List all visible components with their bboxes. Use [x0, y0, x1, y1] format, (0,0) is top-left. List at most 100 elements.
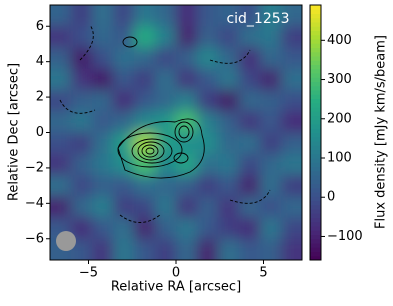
- cell: [92, 153, 114, 176]
- x-tick-label: −5: [79, 266, 98, 281]
- cell: [260, 132, 282, 155]
- cell: [176, 132, 198, 155]
- cell: [239, 132, 261, 155]
- colorbar-step: [310, 179, 321, 184]
- cell: [92, 90, 114, 112]
- cell: [92, 68, 114, 91]
- cell: [113, 5, 135, 27]
- colorbar-step: [310, 34, 321, 40]
- colorbar-step: [310, 68, 321, 74]
- y-tick-label: 6: [36, 19, 44, 34]
- cell: [71, 90, 93, 112]
- cell: [281, 175, 302, 197]
- colorbar-tick-label: 0: [327, 190, 335, 205]
- colorbar-step: [310, 98, 321, 104]
- cell: [239, 26, 261, 48]
- colorbar-step: [310, 187, 321, 193]
- colorbar-step: [310, 115, 321, 121]
- cell: [113, 196, 135, 218]
- cell: [134, 153, 156, 176]
- cell: [134, 111, 156, 133]
- cell: [134, 90, 156, 112]
- colorbar-tick-label: 100: [327, 151, 352, 166]
- cell: [113, 26, 135, 48]
- cell: [113, 68, 135, 91]
- colorbar-step: [310, 196, 321, 201]
- colorbar-step: [310, 145, 321, 150]
- cell: [176, 153, 198, 176]
- cell: [218, 175, 240, 197]
- cell: [50, 26, 72, 48]
- cell: [260, 153, 282, 176]
- colorbar-step: [310, 170, 321, 176]
- cell: [218, 26, 240, 48]
- x-tick-label: 0: [172, 266, 180, 281]
- cell: [50, 5, 72, 27]
- cell: [260, 5, 282, 27]
- cell: [218, 132, 240, 155]
- cell: [71, 196, 93, 218]
- cell: [113, 175, 135, 197]
- cell: [71, 5, 93, 27]
- cell: [92, 5, 114, 27]
- cell: [260, 217, 282, 240]
- cell: [239, 238, 261, 260]
- cell: [260, 26, 282, 48]
- colorbar-step: [310, 132, 321, 138]
- y-tick-label: −4: [25, 196, 44, 211]
- colorbar-step: [310, 77, 321, 82]
- cell: [155, 196, 177, 218]
- cell: [134, 47, 156, 70]
- colorbar-step: [310, 136, 321, 142]
- colorbar-step: [310, 251, 321, 257]
- cell: [239, 153, 261, 176]
- colorbar-step: [310, 166, 321, 172]
- colorbar-step: [310, 234, 321, 240]
- colorbar-step: [310, 226, 321, 231]
- cell: [134, 26, 156, 48]
- colorbar-step: [310, 209, 321, 214]
- colorbar-frame: [309, 4, 322, 261]
- cell: [281, 111, 302, 133]
- cell: [197, 111, 219, 133]
- cell: [176, 175, 198, 197]
- cell: [281, 68, 302, 91]
- colorbar-step: [310, 183, 321, 189]
- cell: [134, 217, 156, 240]
- cell: [71, 238, 93, 260]
- cell: [155, 238, 177, 260]
- cell: [239, 196, 261, 218]
- cell: [71, 26, 93, 48]
- cell: [176, 217, 198, 240]
- colorbar-step: [310, 217, 321, 223]
- cell: [218, 111, 240, 133]
- colorbar-step: [310, 204, 321, 210]
- y-tick-label: 2: [36, 90, 44, 105]
- colorbar-tick-label: 300: [327, 72, 352, 87]
- colorbar-step: [310, 230, 321, 235]
- cell: [50, 196, 72, 218]
- colorbar: [310, 5, 321, 261]
- colorbar-step: [310, 128, 321, 133]
- colorbar-tick-label: 400: [327, 33, 352, 48]
- cell: [239, 175, 261, 197]
- cell: [155, 47, 177, 70]
- colorbar-step: [310, 60, 321, 65]
- cell: [92, 111, 114, 133]
- cell: [113, 90, 135, 112]
- cell: [50, 132, 72, 155]
- cell: [155, 111, 177, 133]
- cell: [176, 5, 198, 27]
- cell: [218, 90, 240, 112]
- cell: [92, 217, 114, 240]
- colorbar-step: [310, 13, 321, 19]
- colorbar-step: [310, 73, 321, 78]
- colorbar-step: [310, 47, 321, 53]
- colorbar-step: [310, 149, 321, 155]
- cell: [155, 90, 177, 112]
- colorbar-step: [310, 238, 321, 244]
- cell: [218, 217, 240, 240]
- cell: [260, 111, 282, 133]
- cell: [176, 238, 198, 260]
- cell: [155, 26, 177, 48]
